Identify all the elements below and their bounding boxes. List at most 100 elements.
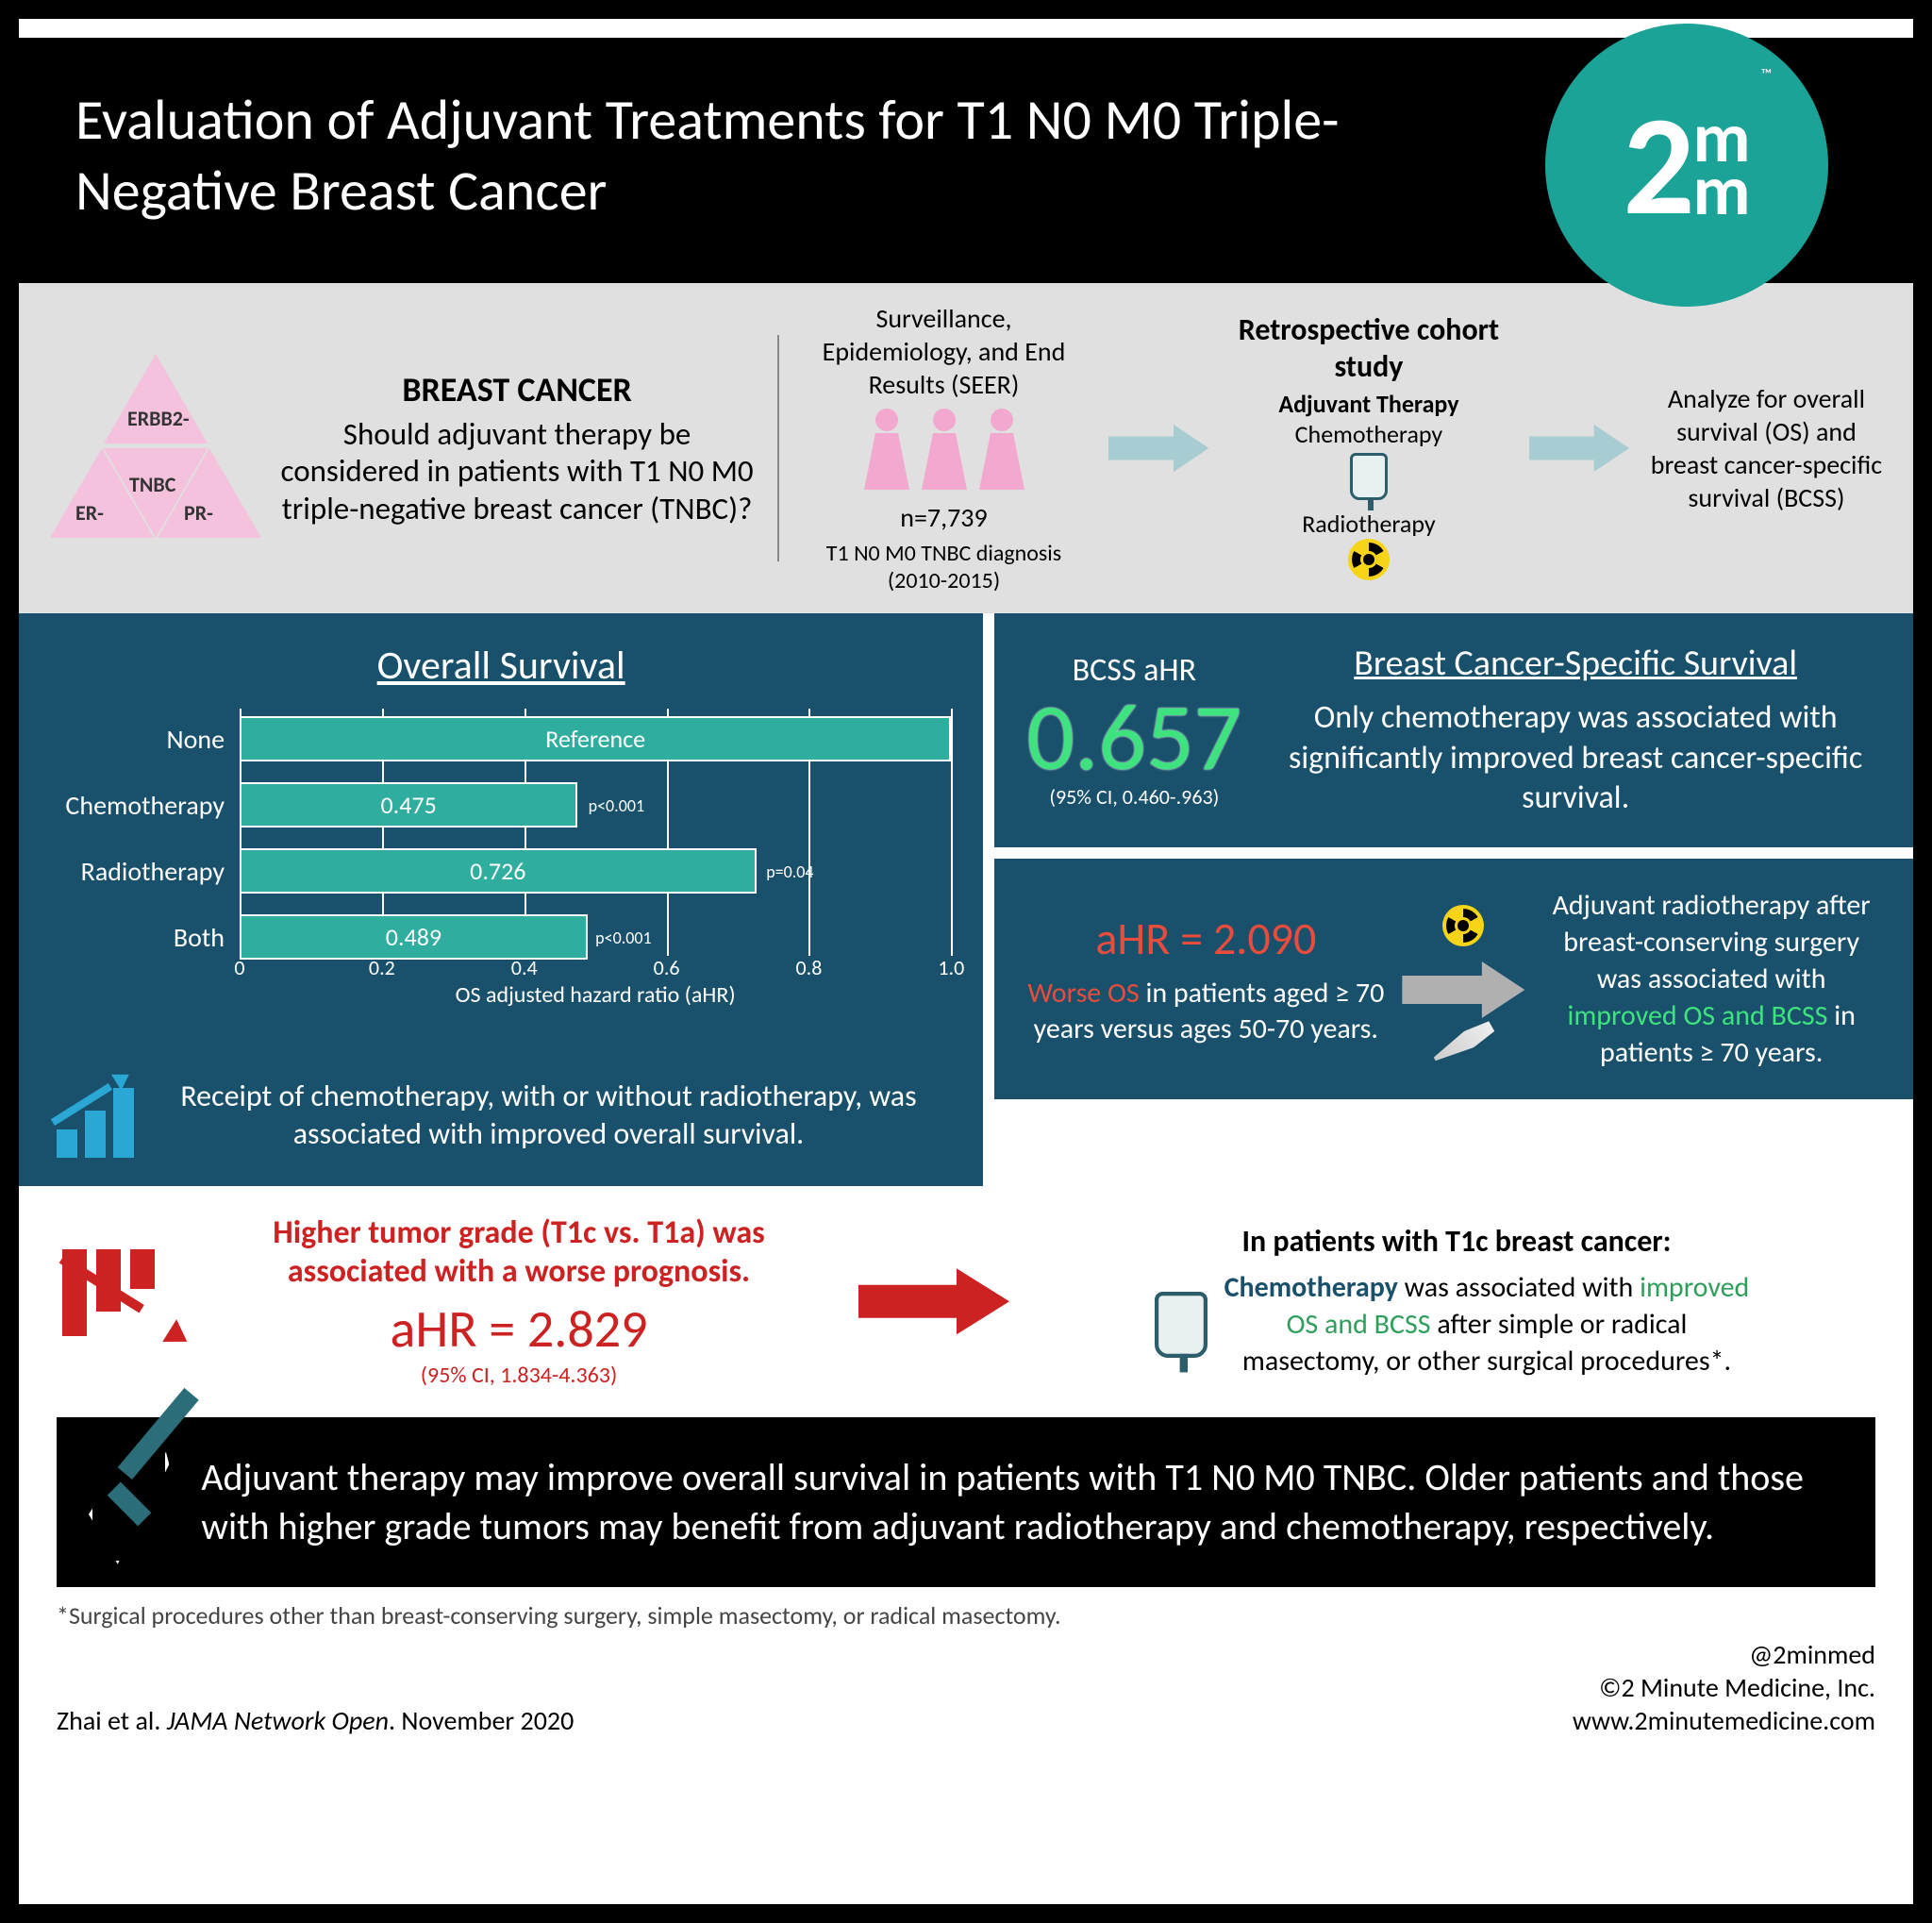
age-text: Worse OS in patients aged ≥ 70 years ver…: [1026, 976, 1385, 1046]
seer-n: n=7,739: [798, 501, 1090, 534]
header-bar: Evaluation of Adjuvant Treatments for T1…: [19, 38, 1913, 283]
question-heading: BREAST CANCER: [275, 369, 758, 410]
conclusion-text: Adjuvant therapy may improve overall sur…: [201, 1453, 1838, 1551]
radio-label: Radiotherapy: [1227, 509, 1509, 539]
grade-right-block: In patients with T1c breast cancer: Chem…: [1038, 1223, 1875, 1380]
triangle-label-tnbc: TNBC: [129, 472, 175, 497]
page-title: Evaluation of Adjuvant Treatments for T1…: [75, 85, 1349, 226]
bcss-text-block: Breast Cancer-Specific Survival Only che…: [1270, 642, 1881, 819]
age-ahr: aHR = 2.090: [1026, 911, 1385, 966]
logo-tm: ™: [1761, 66, 1772, 84]
age-right-text: Adjuvant radiotherapy after breast-conse…: [1541, 887, 1881, 1071]
seer-title: Surveillance, Epidemiology, and End Resu…: [798, 302, 1090, 401]
os-title: Overall Survival: [51, 642, 951, 690]
src-date: . November 2020: [389, 1704, 574, 1737]
triangle-label-er: ER-: [75, 500, 104, 526]
grade-left-block: Higher tumor grade (T1c vs. T1a) was ass…: [208, 1214, 830, 1389]
grade-right-heading: In patients with T1c breast cancer:: [1038, 1223, 1875, 1260]
os-summary-text: Receipt of chemotherapy, with or without…: [146, 1078, 952, 1153]
source-url: www.2minutemedicine.com: [1573, 1704, 1875, 1737]
bcss-ci: (95% CI, 0.460-.963): [1026, 784, 1241, 810]
age-panel: aHR = 2.090 Worse OS in patients aged ≥ …: [994, 859, 1913, 1099]
credits: @2minmed ©2 Minute Medicine, Inc. www.2m…: [1573, 1638, 1875, 1737]
seer-diagnosis: T1 N0 M0 TNBC diagnosis (2010-2015): [798, 540, 1090, 594]
bar-row-none: None Reference: [51, 709, 951, 769]
chemo-label: Chemotherapy: [1227, 419, 1509, 449]
infographic-frame: Evaluation of Adjuvant Treatments for T1…: [0, 0, 1932, 1923]
arrow-right-icon: [1529, 425, 1629, 472]
age-icons: [1402, 905, 1524, 1052]
p-value: p<0.001: [589, 795, 644, 816]
copyright: ©2 Minute Medicine, Inc.: [1573, 1671, 1875, 1704]
twitter-handle: @2minmed: [1573, 1638, 1875, 1671]
triangle-label-erbb2: ERBB2-: [127, 406, 190, 431]
arrow-right-icon: [1402, 962, 1524, 1018]
logo-m-bot: m: [1693, 165, 1751, 218]
logo-2-text: 2: [1623, 79, 1687, 252]
right-column: BCSS aHR 0.657 (95% CI, 0.460-.963) Brea…: [994, 613, 1913, 1186]
adjuvant-label: Adjuvant Therapy: [1227, 389, 1509, 419]
decline-bar-icon: [57, 1249, 179, 1353]
p-value: p<0.001: [595, 928, 651, 948]
logo-2mm: 2 m m ™: [1545, 24, 1828, 307]
bar-label: None: [51, 723, 240, 756]
p-value: p=0.04: [766, 861, 813, 882]
bar-value: 0.726: [240, 848, 757, 894]
results-grid: Overall Survival 0 0.2 0.4 0.6 0.8 1.0 O…: [19, 613, 1913, 1186]
src-author: Zhai et al.: [57, 1704, 167, 1737]
bar-label: Chemotherapy: [51, 789, 240, 822]
iv-drip-icon: [1155, 1292, 1208, 1358]
triangle-label-pr: PR-: [184, 500, 213, 526]
checkmark-icon: [94, 1446, 163, 1559]
source-citation: Zhai et al. JAMA Network Open. November …: [57, 1704, 574, 1737]
question-text: Should adjuvant therapy be considered in…: [275, 416, 758, 528]
age-text-red: Worse OS: [1027, 976, 1139, 1011]
os-footer: Receipt of chemotherapy, with or without…: [51, 1073, 951, 1158]
bar-value: 0.489: [240, 914, 588, 960]
grade-mid-word: was associated with: [1398, 1270, 1640, 1305]
bar-row-chemo: Chemotherapy 0.475 p<0.001: [51, 775, 951, 835]
age-left-block: aHR = 2.090 Worse OS in patients aged ≥ …: [1026, 911, 1385, 1046]
bar-label: Both: [51, 921, 240, 954]
people-icon: [798, 409, 1090, 493]
grade-ahr: aHR = 2.829: [208, 1297, 830, 1362]
conclusion-bar: Adjuvant therapy may improve overall sur…: [57, 1417, 1875, 1587]
grade-text: Higher tumor grade (T1c vs. T1a) was ass…: [208, 1214, 830, 1292]
tnbc-triangle-icon: ERBB2- TNBC ER- PR-: [47, 354, 257, 543]
grade-right-text: Chemotherapy was associated with improve…: [1223, 1269, 1751, 1380]
grade-ci: (95% CI, 1.834-4.363): [208, 1362, 830, 1389]
overall-survival-panel: Overall Survival 0 0.2 0.4 0.6 0.8 1.0 O…: [19, 613, 983, 1186]
bcss-panel: BCSS aHR 0.657 (95% CI, 0.460-.963) Brea…: [994, 613, 1913, 847]
bar-row-both: Both 0.489 p<0.001: [51, 907, 951, 967]
bcss-title: Breast Cancer-Specific Survival: [1270, 642, 1881, 685]
logo-mm: m m: [1693, 112, 1751, 219]
bcss-value: 0.657: [1026, 690, 1241, 784]
bar-value: 0.475: [240, 782, 577, 828]
seer-column: Surveillance, Epidemiology, and End Resu…: [798, 302, 1090, 594]
age-right-grn: improved OS and BCSS: [1567, 998, 1827, 1033]
bar-value: Reference: [240, 716, 951, 761]
radiation-icon: [1348, 539, 1390, 580]
footer: Zhai et al. JAMA Network Open. November …: [19, 1634, 1913, 1747]
arrow-right-red-icon: [858, 1268, 1009, 1334]
bar-label: Radiotherapy: [51, 855, 240, 888]
grade-chemo-word: Chemotherapy: [1224, 1270, 1398, 1305]
bcss-text: Only chemotherapy was associated with si…: [1270, 698, 1881, 819]
age-right-pre: Adjuvant radiotherapy after breast-conse…: [1553, 888, 1871, 996]
footnote: *Surgical procedures other than breast-c…: [19, 1587, 1913, 1634]
x-axis-label: OS adjusted hazard ratio (aHR): [456, 981, 736, 1009]
intro-band: ERBB2- TNBC ER- PR- BREAST CANCER Should…: [19, 283, 1913, 613]
radiation-icon: [1442, 905, 1484, 946]
retro-title: Retrospective cohort study: [1227, 311, 1509, 385]
bcss-value-block: BCSS aHR 0.657 (95% CI, 0.460-.963): [1026, 651, 1241, 810]
divider: [777, 335, 779, 561]
analyze-text: Analyze for overall survival (OS) and br…: [1648, 382, 1885, 514]
growth-bar-icon: [51, 1073, 118, 1158]
tumor-grade-band: Higher tumor grade (T1c vs. T1a) was ass…: [19, 1186, 1913, 1417]
bar-row-radio: Radiotherapy 0.726 p=0.04: [51, 841, 951, 901]
iv-drip-icon: [1350, 453, 1388, 500]
src-journal: JAMA Network Open: [167, 1704, 389, 1737]
scalpel-icon: [1430, 1018, 1497, 1067]
arrow-right-icon: [1108, 425, 1208, 472]
os-bar-chart: 0 0.2 0.4 0.6 0.8 1.0 OS adjusted hazard…: [51, 709, 951, 1029]
